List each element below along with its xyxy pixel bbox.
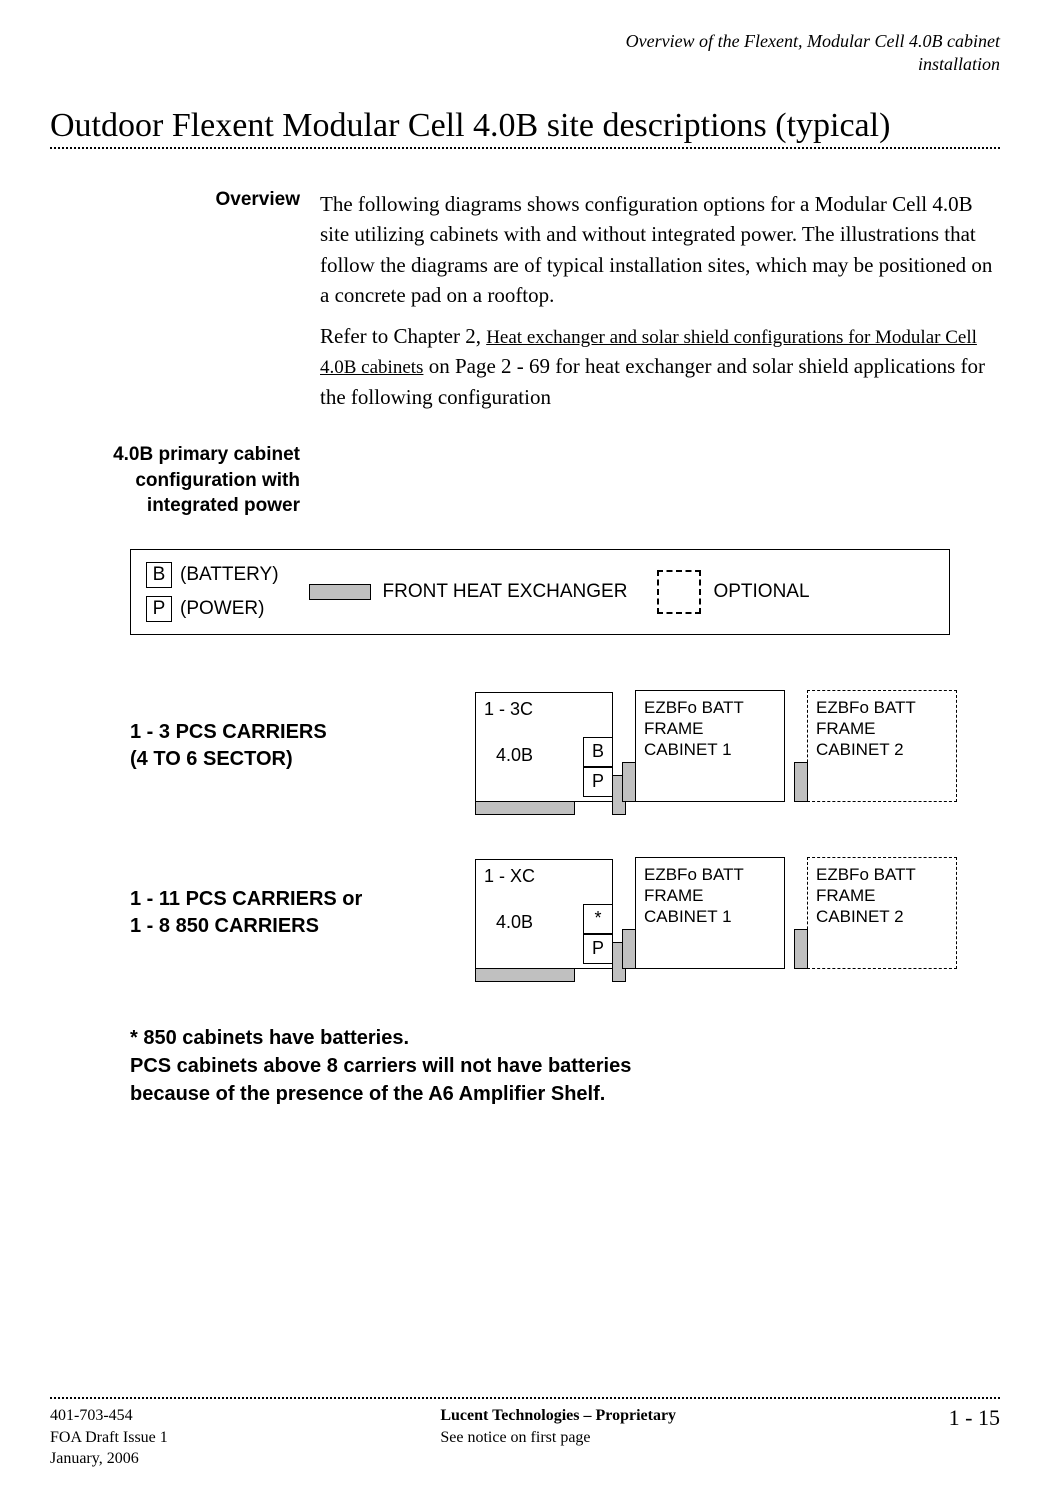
header-line1: Overview of the Flexent, Modular Cell 4.… — [50, 30, 1000, 53]
config1-label-l1: 1 - 3 PCS CARRIERS — [130, 719, 440, 746]
legend-bp-group: B (BATTERY) P (POWER) — [146, 562, 279, 622]
legend-power-label: (POWER) — [180, 598, 264, 620]
config2-midleft: 4.0B — [496, 912, 533, 933]
optional-swatch — [657, 570, 701, 614]
config1-heat-bottom — [475, 801, 575, 815]
config1-label-l2: (4 TO 6 SECTOR) — [130, 746, 440, 773]
legend-optional-label: OPTIONAL — [713, 581, 809, 603]
footnote-l1: * 850 cabinets have batteries. — [130, 1024, 1000, 1052]
config2-label-l2: 1 - 8 850 CARRIERS — [130, 913, 440, 940]
config1-midleft: 4.0B — [496, 745, 533, 766]
config-heading-row: 4.0B primary cabinet configuration with … — [50, 442, 1000, 519]
footer-rule — [50, 1397, 1000, 1399]
footnote-l2: PCS cabinets above 8 carriers will not h… — [130, 1052, 1000, 1080]
config1-batt2-l1: EZBFo BATT — [816, 697, 948, 718]
overview-para2a: Refer to Chapter 2, — [320, 324, 486, 348]
legend-battery-label: (BATTERY) — [180, 564, 279, 586]
config1-batt-cabinet-2: EZBFo BATT FRAME CABINET 2 — [807, 690, 957, 802]
legend-box: B (BATTERY) P (POWER) FRONT HEAT EXCHANG… — [130, 549, 950, 635]
config2-row: 1 - 11 PCS CARRIERS or 1 - 8 850 CARRIER… — [130, 857, 1000, 969]
config2-batt2-l3: CABINET 2 — [816, 906, 948, 927]
title-rule — [50, 147, 1000, 149]
overview-para1: The following diagrams shows configurati… — [320, 189, 1000, 311]
footer-left: 401-703-454 FOA Draft Issue 1 January, 2… — [50, 1405, 168, 1470]
config2-batt2-heat — [794, 929, 808, 969]
overview-para2: Refer to Chapter 2, Heat exchanger and s… — [320, 321, 1000, 413]
config1-topleft: 1 - 3C — [484, 699, 533, 720]
config1-label: 1 - 3 PCS CARRIERS (4 TO 6 SECTOR) — [130, 719, 440, 773]
header-line2: installation — [50, 53, 1000, 76]
footer-issue: FOA Draft Issue 1 — [50, 1427, 168, 1449]
config2-primary-cabinet: 1 - XC 4.0B * P — [475, 859, 613, 969]
overview-label: Overview — [50, 189, 320, 422]
config2-heat-bottom — [475, 968, 575, 982]
overview-section: Overview The following diagrams shows co… — [50, 189, 1000, 422]
footer-date: January, 2006 — [50, 1448, 168, 1470]
page-footer: 401-703-454 FOA Draft Issue 1 January, 2… — [50, 1389, 1000, 1470]
footer-proprietary: Lucent Technologies – Proprietary — [440, 1405, 676, 1427]
config1-b-square: B — [583, 737, 613, 767]
config1-batt1-l2: FRAME — [644, 718, 776, 739]
config2-batt-cabinet-2: EZBFo BATT FRAME CABINET 2 — [807, 857, 957, 969]
config1-cabinets: 1 - 3C 4.0B B P EZBFo BATT FRAME CABINET… — [475, 690, 957, 802]
config-heading: 4.0B primary cabinet configuration with … — [50, 442, 320, 519]
heat-exchanger-swatch — [309, 584, 371, 600]
footnote-l3: because of the presence of the A6 Amplif… — [130, 1080, 1000, 1108]
config1-batt2-l2: FRAME — [816, 718, 948, 739]
footer-pagenum: 1 - 15 — [949, 1405, 1000, 1470]
page-title: Outdoor Flexent Modular Cell 4.0B site d… — [50, 107, 1000, 145]
footer-center: Lucent Technologies – Proprietary See no… — [440, 1405, 676, 1470]
config2-star-square: * — [583, 904, 613, 934]
legend-power-row: P (POWER) — [146, 596, 279, 622]
footer-row: 401-703-454 FOA Draft Issue 1 January, 2… — [50, 1405, 1000, 1470]
config1-primary-cabinet: 1 - 3C 4.0B B P — [475, 692, 613, 802]
config2-batt1-l2: FRAME — [644, 885, 776, 906]
config1-batt2-l3: CABINET 2 — [816, 739, 948, 760]
config1-batt1-l1: EZBFo BATT — [644, 697, 776, 718]
config2-label: 1 - 11 PCS CARRIERS or 1 - 8 850 CARRIER… — [130, 886, 440, 940]
diagram-area: B (BATTERY) P (POWER) FRONT HEAT EXCHANG… — [50, 549, 1000, 1108]
config2-batt2-l2: FRAME — [816, 885, 948, 906]
config2-p-square: P — [583, 934, 613, 964]
config2-batt1-l3: CABINET 1 — [644, 906, 776, 927]
legend-battery-row: B (BATTERY) — [146, 562, 279, 588]
footer-docnum: 401-703-454 — [50, 1405, 168, 1427]
config1-batt-cabinet-1: EZBFo BATT FRAME CABINET 1 — [635, 690, 785, 802]
config1-batt1-l3: CABINET 1 — [644, 739, 776, 760]
overview-body: The following diagrams shows configurati… — [320, 189, 1000, 422]
config2-label-l1: 1 - 11 PCS CARRIERS or — [130, 886, 440, 913]
legend-b-square: B — [146, 562, 172, 588]
config1-batt1-heat — [622, 762, 636, 802]
config2-cabinets: 1 - XC 4.0B * P EZBFo BATT FRAME CABINET… — [475, 857, 957, 969]
config1-p-square: P — [583, 767, 613, 797]
legend-optional-group: OPTIONAL — [657, 570, 809, 614]
running-header: Overview of the Flexent, Modular Cell 4.… — [50, 30, 1000, 77]
legend-p-square: P — [146, 596, 172, 622]
footer-notice: See notice on first page — [440, 1427, 676, 1449]
config2-batt1-heat — [622, 929, 636, 969]
config2-batt2-l1: EZBFo BATT — [816, 864, 948, 885]
legend-heat-group: FRONT HEAT EXCHANGER — [309, 581, 628, 603]
config2-batt-cabinet-1: EZBFo BATT FRAME CABINET 1 — [635, 857, 785, 969]
config2-topleft: 1 - XC — [484, 866, 535, 887]
config2-batt1-l1: EZBFo BATT — [644, 864, 776, 885]
config1-batt2-heat — [794, 762, 808, 802]
footnote: * 850 cabinets have batteries. PCS cabin… — [130, 1024, 1000, 1108]
config1-row: 1 - 3 PCS CARRIERS (4 TO 6 SECTOR) 1 - 3… — [130, 690, 1000, 802]
legend-heat-label: FRONT HEAT EXCHANGER — [383, 581, 628, 603]
